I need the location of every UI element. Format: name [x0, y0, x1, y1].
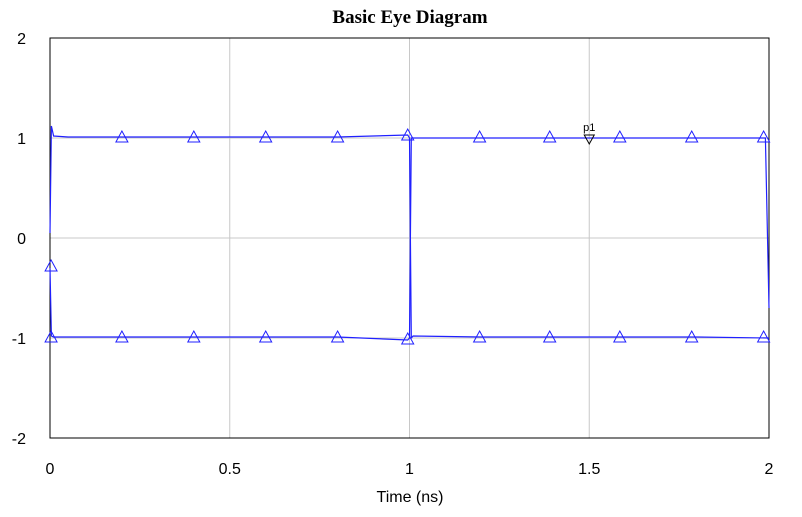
data-point-marker	[258, 329, 273, 343]
data-point-marker	[684, 129, 699, 143]
y-tick-label: -1	[12, 331, 26, 348]
x-tick-label: 2	[765, 461, 774, 478]
eye-trace-line	[49, 125, 770, 340]
data-point-marker	[472, 329, 487, 343]
y-tick-label: -2	[12, 431, 26, 448]
x-axis-label: Time (ns)	[377, 489, 444, 506]
data-point-marker	[756, 329, 771, 343]
probe-label: p1	[583, 122, 595, 134]
data-point-marker	[44, 258, 58, 272]
y-tick-label: 2	[17, 31, 26, 48]
grid-lines	[49, 37, 770, 439]
data-point-marker	[186, 329, 201, 343]
data-point-marker	[258, 129, 273, 143]
data-point-marker	[612, 129, 627, 143]
data-point-marker	[756, 129, 771, 143]
x-tick-label: 1.5	[578, 461, 600, 478]
data-point-marker	[400, 331, 415, 345]
data-point-marker	[115, 129, 129, 143]
data-point-marker	[472, 129, 487, 143]
data-point-marker	[542, 129, 557, 143]
data-point-marker	[330, 129, 345, 143]
tick-labels: 0 0.5 1 1.5 2 2 1 0 -1 -2	[12, 31, 774, 478]
data-point-marker	[44, 329, 58, 343]
data-point-marker	[684, 329, 699, 343]
chart-title: Basic Eye Diagram	[332, 7, 487, 28]
data-point-marker	[400, 127, 415, 141]
probe-marker	[583, 134, 596, 146]
y-tick-label: 1	[17, 131, 26, 148]
marker-layer: p1	[44, 122, 771, 345]
data-point-marker	[542, 329, 557, 343]
plot-frame	[49, 37, 770, 439]
data-point-marker	[330, 329, 345, 343]
series-layer	[49, 125, 770, 341]
data-point-marker	[612, 329, 627, 343]
x-tick-label: 0.5	[219, 461, 241, 478]
data-point-marker	[186, 129, 201, 143]
y-tick-label: 0	[17, 231, 26, 248]
x-tick-label: 1	[405, 461, 414, 478]
eye-trace-line	[49, 137, 770, 341]
data-point-marker	[115, 329, 129, 343]
x-tick-label: 0	[46, 461, 55, 478]
